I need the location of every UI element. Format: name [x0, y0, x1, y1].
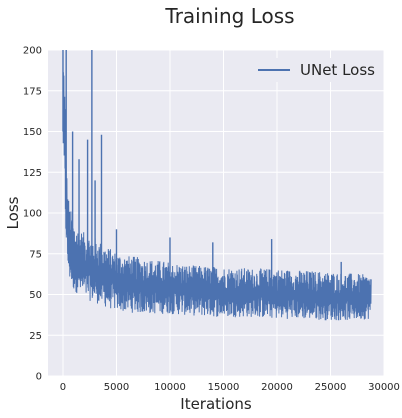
x-tick-label: 0	[60, 382, 66, 393]
x-tick-labels: 0 5000 10000 15000 20000 25000 30000	[60, 382, 400, 393]
y-tick-label: 175	[23, 86, 42, 97]
y-tick-label: 50	[29, 290, 42, 301]
x-tick-label: 15000	[208, 382, 240, 393]
y-tick-label: 200	[23, 46, 42, 57]
x-tick-label: 10000	[154, 382, 186, 393]
y-tick-label: 100	[23, 209, 42, 220]
x-tick-label: 5000	[104, 382, 129, 393]
x-axis-label: Iterations	[180, 395, 252, 413]
x-tick-label: 30000	[368, 382, 400, 393]
chart-title: Training Loss	[164, 4, 294, 28]
y-tick-label: 0	[36, 372, 42, 383]
x-tick-label: 20000	[261, 382, 293, 393]
y-tick-label: 125	[23, 168, 42, 179]
legend-label: UNet Loss	[300, 61, 375, 79]
legend: UNet Loss	[250, 58, 378, 82]
y-tick-label: 75	[29, 249, 42, 260]
loss-series-line	[62, 65, 372, 321]
series-group	[62, 50, 372, 321]
y-tick-label: 150	[23, 127, 42, 138]
y-tick-labels: 0 25 50 75 100 125 150 175 200	[23, 46, 42, 383]
y-axis-label: Loss	[4, 196, 22, 229]
y-tick-label: 25	[29, 331, 42, 342]
x-tick-label: 25000	[315, 382, 347, 393]
